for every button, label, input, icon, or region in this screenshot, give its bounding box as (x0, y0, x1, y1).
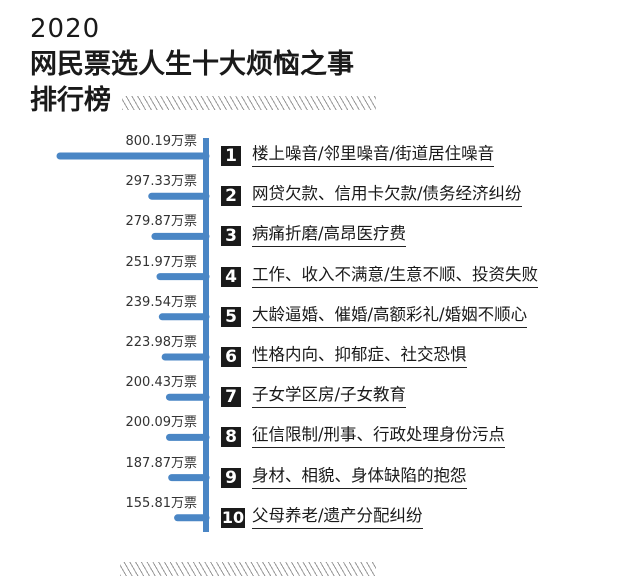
category-label-10: 父母养老/遗产分配纠纷 (252, 505, 423, 529)
value-label-4: 251.97万票 (125, 254, 198, 270)
value-label-8: 200.09万票 (125, 415, 198, 431)
rank-badge-5: 5 (221, 306, 241, 327)
category-label-7: 子女学区房/子女教育 (252, 384, 407, 409)
value-label-9: 187.87万票 (125, 455, 198, 471)
rank-badge-10: 10 (221, 507, 245, 528)
category-label-1: 楼上噪音/邻里噪音/街道居住噪音 (252, 143, 495, 167)
rank-badge-2: 2 (221, 186, 241, 207)
page-subtitle: 排行榜 (30, 85, 111, 116)
category-label-5: 大龄逼婚、催婚/高额彩礼/婚姻不顺心 (252, 304, 528, 328)
value-label-6: 223.98万票 (125, 335, 198, 350)
category-label-4: 工作、收入不满意/生意不顺、投资失败 (252, 264, 539, 288)
value-label-1: 800.19万票 (125, 134, 198, 149)
value-label-10: 155.81万票 (125, 495, 198, 511)
value-label-3: 279.87万票 (125, 214, 198, 230)
year-label: 2020 (30, 14, 101, 44)
rank-badge-3: 3 (221, 226, 241, 247)
value-label-5: 239.54万票 (125, 294, 198, 310)
rank-badge-8: 8 (221, 427, 241, 448)
rank-badge-9: 9 (221, 467, 241, 488)
rank-badge-6: 6 (221, 347, 241, 367)
category-label-6: 性格内向、抑郁症、社交恐惧 (252, 344, 467, 368)
category-label-9: 身材、相貌、身体缺陷的抱怨 (252, 465, 467, 489)
category-label-8: 征信限制/刑事、行政处理身份污点 (252, 424, 506, 449)
page-title: 网民票选人生十大烦恼之事 (30, 49, 354, 80)
hatch-decoration-top (122, 96, 376, 110)
rank-badge-1: 1 (221, 146, 241, 166)
value-label-7: 200.43万票 (125, 375, 198, 391)
category-label-2: 网贷欠款、信用卡欠款/债务经济纠纷 (252, 183, 522, 208)
hatch-decoration-bottom (120, 562, 376, 576)
rank-badge-7: 7 (221, 387, 241, 408)
value-label-2: 297.33万票 (125, 174, 198, 190)
rank-badge-4: 4 (221, 266, 241, 287)
category-label-3: 病痛折磨/高昂医疗费 (252, 223, 407, 248)
